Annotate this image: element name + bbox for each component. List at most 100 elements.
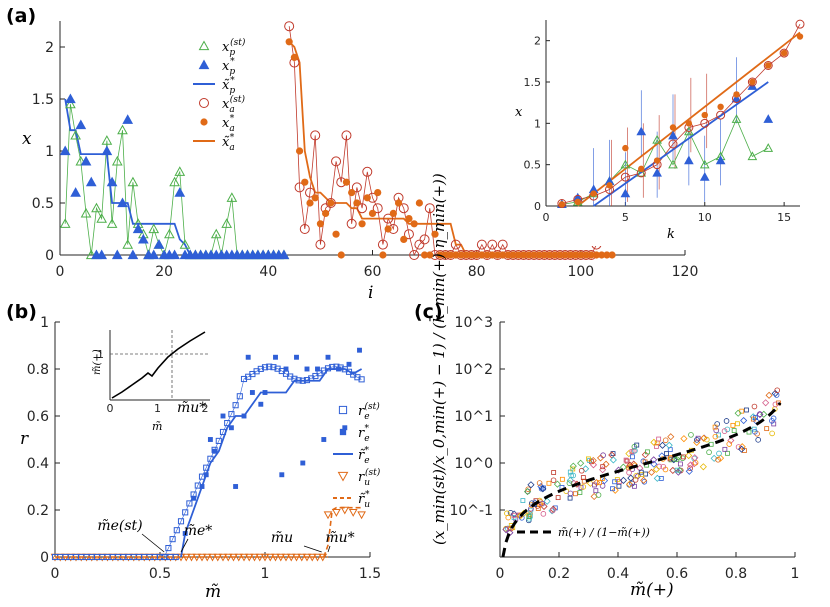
panel-c-theory-label: m̃(+) / (1−m̃(+)) bbox=[558, 526, 650, 539]
c-data-point bbox=[599, 483, 606, 489]
inset-a-xpstar-point bbox=[731, 93, 742, 103]
c-data-point bbox=[582, 465, 590, 473]
c-data-point bbox=[667, 433, 675, 441]
inset-a-xpstar-point bbox=[652, 167, 662, 177]
a-xpstar-point bbox=[153, 239, 165, 249]
b-re-star-point bbox=[283, 366, 289, 372]
a-xast-point bbox=[346, 218, 357, 229]
inset-a-xastar-point bbox=[765, 62, 772, 69]
a-xtilde-a-line bbox=[288, 41, 482, 256]
inset-a-xastar-point bbox=[638, 165, 645, 172]
b-re-st-point bbox=[173, 527, 180, 534]
inset-a-xpst-point bbox=[636, 167, 647, 177]
c-data-point bbox=[724, 426, 731, 433]
inset-a-xastar-point bbox=[717, 103, 724, 111]
b-re-st-point bbox=[228, 411, 235, 418]
b-re-st-point bbox=[257, 365, 264, 372]
c-data-point bbox=[623, 457, 629, 463]
c-data-point bbox=[616, 483, 622, 489]
b-legend-label: re(st) bbox=[358, 401, 380, 422]
c-data-point bbox=[539, 500, 546, 507]
a-xastar-point bbox=[410, 220, 418, 228]
panel-b-inset: 0 1 2 1 m̃u* m̃(+) m̃ bbox=[92, 330, 210, 433]
a-xastar-point bbox=[447, 251, 455, 259]
c-data-point bbox=[734, 409, 742, 417]
a-xastar-point bbox=[545, 251, 554, 259]
panel-c-xlabel: m̃(+) bbox=[630, 580, 674, 600]
c-data-point bbox=[600, 464, 606, 470]
b-legend-marker bbox=[339, 428, 347, 436]
inset-a-xastar-point bbox=[622, 144, 629, 152]
c-data-point bbox=[610, 486, 615, 492]
c-data-point bbox=[525, 486, 532, 493]
inset-a-xtick-label: 10 bbox=[698, 211, 712, 224]
c-data-point bbox=[539, 485, 547, 493]
c-data-point bbox=[688, 432, 694, 438]
c-data-point bbox=[704, 436, 710, 443]
a-xpst-point bbox=[106, 218, 118, 228]
c-data-point bbox=[772, 401, 779, 408]
c-data-point bbox=[549, 507, 556, 514]
c-data-point bbox=[765, 391, 773, 399]
a-xastar-point bbox=[499, 251, 507, 259]
c-data-point bbox=[640, 476, 648, 484]
a-xastar-point bbox=[577, 251, 585, 259]
a-xpst-point bbox=[65, 98, 76, 109]
c-data-point bbox=[609, 456, 617, 464]
c-data-point bbox=[600, 477, 609, 485]
c-data-point bbox=[580, 475, 586, 480]
c-data-point bbox=[674, 468, 682, 476]
c-data-point bbox=[526, 514, 532, 520]
a-xpstar-point bbox=[148, 249, 160, 260]
b-legend-label: ru(st) bbox=[358, 467, 381, 488]
c-data-point bbox=[630, 454, 635, 460]
b-re-st-point bbox=[165, 545, 172, 552]
a-xastar-point bbox=[426, 251, 434, 259]
c-data-point bbox=[755, 437, 761, 443]
inset-a-xpst-point bbox=[668, 159, 678, 169]
a-xastar-point bbox=[327, 199, 335, 207]
inset-a-ytick-label: 1.5 bbox=[524, 76, 542, 89]
c-data-point bbox=[716, 432, 721, 438]
c-data-point bbox=[577, 459, 585, 467]
a-xastar-point bbox=[509, 251, 517, 259]
a-xastar-point bbox=[285, 38, 293, 46]
a-xtick-label: 120 bbox=[672, 264, 699, 280]
panel-c-ylabel: (x_min(st)/x_0,min(+) − 1) / (k̄_min(+) … bbox=[430, 173, 448, 545]
c-data-point bbox=[567, 469, 573, 475]
a-xpst-point bbox=[148, 223, 160, 234]
c-data-point bbox=[593, 488, 599, 494]
c-data-point bbox=[559, 476, 565, 482]
a-xastar-point bbox=[306, 199, 314, 207]
inset-a-xtilde-p-line bbox=[593, 81, 769, 207]
b-re-star-point bbox=[273, 354, 278, 360]
a-xastar-point bbox=[290, 53, 298, 62]
b-re-star-point bbox=[342, 425, 348, 431]
inset-a-xpst-point bbox=[699, 159, 710, 169]
c-data-point bbox=[735, 421, 740, 427]
b-re-star-point bbox=[304, 366, 310, 372]
c-data-point bbox=[685, 452, 693, 460]
a-legend-label: xa* bbox=[222, 114, 235, 134]
inset-a-xastar-point bbox=[606, 182, 613, 189]
c-data-point bbox=[624, 458, 630, 464]
a-xastar-point bbox=[400, 235, 408, 243]
inset-a-xtick-label: 0 bbox=[543, 211, 550, 224]
panel-a-inset: 0 5 10 15 0 0.5 1 1.5 2 k x bbox=[515, 14, 808, 246]
c-data-point bbox=[543, 497, 551, 505]
panel-c-ylabel-text: (x_min(st)/x_0,min(+) − 1) / (k̄_min(+) … bbox=[430, 173, 448, 545]
b-re-st-point bbox=[261, 364, 269, 371]
a-xtick-label: 100 bbox=[567, 264, 594, 280]
b-re-star-point bbox=[233, 484, 239, 489]
inset-a-xast-point bbox=[700, 118, 710, 128]
c-data-point bbox=[634, 442, 640, 448]
c-data-point bbox=[674, 467, 680, 473]
a-ytick-label: 2 bbox=[45, 40, 54, 56]
b-re-star-point bbox=[294, 354, 299, 360]
a-xast-point bbox=[305, 187, 315, 198]
panel-label-a: (a) bbox=[6, 5, 36, 27]
panel-a-xlabel: i bbox=[368, 283, 373, 303]
a-xast-point bbox=[450, 239, 461, 250]
inset-b-ytick-label: 1 bbox=[97, 348, 104, 361]
